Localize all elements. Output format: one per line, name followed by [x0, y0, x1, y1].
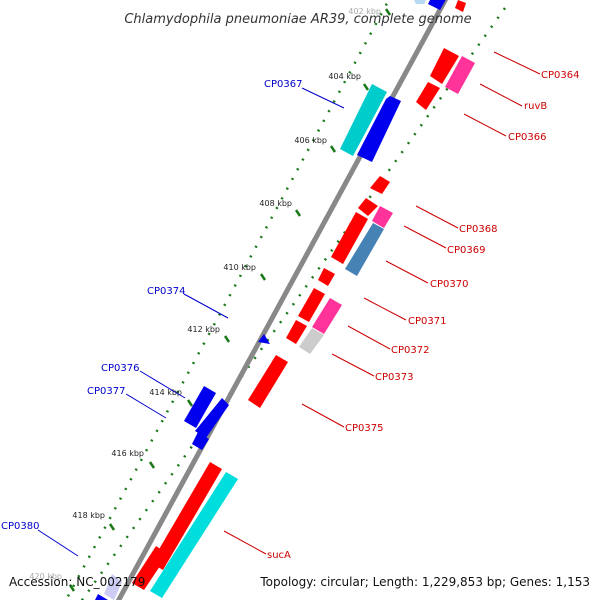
inner-strand-genes: [132, 0, 475, 598]
tick-label: 412 kbp: [187, 325, 220, 334]
gene-feature-cp0369[interactable]: [372, 206, 393, 228]
gene-feature[interactable]: [192, 432, 209, 450]
tick-mark: [68, 584, 76, 592]
gene-feature[interactable]: [430, 48, 459, 84]
gene-label-cp0376[interactable]: CP0376: [101, 363, 139, 374]
gene-feature[interactable]: [370, 176, 390, 194]
outer-strand-genes: [92, 0, 448, 600]
tick-mark: [294, 209, 302, 217]
genome-summary-text: Topology: circular; Length: 1,229,853 bp…: [259, 575, 590, 589]
connector-cp0369: [403, 225, 447, 249]
gene-feature-cp0367[interactable]: [340, 84, 387, 156]
gene-label-cp0369[interactable]: CP0369: [447, 245, 485, 256]
connector-cp0376: [139, 370, 186, 399]
tick-label: 408 kbp: [259, 199, 292, 208]
label-connectors: [37, 51, 541, 557]
gene-label-cp0364[interactable]: CP0364: [541, 70, 579, 81]
gene-feature-cp0364[interactable]: [455, 0, 466, 12]
gene-feature[interactable]: [151, 462, 222, 570]
gene-label-cp0368[interactable]: CP0368: [459, 224, 497, 235]
gene-label-cp0370[interactable]: CP0370: [430, 279, 468, 290]
gene-feature-cp0366[interactable]: [416, 82, 440, 110]
outer-dotted-ring: [80, 7, 507, 600]
tick-label: 404 kbp: [328, 72, 361, 81]
connector-cp0380: [37, 529, 79, 557]
gene-feature-cp0372[interactable]: [312, 298, 342, 334]
connector-suca: [223, 530, 267, 555]
connector-cp0367: [301, 87, 345, 109]
gene-label-cp0377[interactable]: CP0377: [87, 386, 125, 397]
gene-label-cp0367[interactable]: CP0367: [264, 79, 302, 90]
gene-label-ruvb[interactable]: ruvB: [524, 101, 547, 112]
gene-label-cp0372[interactable]: CP0372: [391, 345, 429, 356]
tick-mark: [186, 399, 194, 407]
tick-label: 418 kbp: [72, 511, 105, 520]
gene-label-cp0371[interactable]: CP0371: [408, 316, 446, 327]
tick-group: 402 kbp 404 kbp 406 kbp 408 kbp 410 kbp 412 k…: [29, 7, 392, 592]
gene-feature[interactable]: [318, 268, 335, 286]
tick-mark: [384, 8, 392, 16]
genome-backbone: [115, 0, 449, 600]
accession-text: Accession: NC_002179: [9, 575, 145, 589]
gene-feature[interactable]: [357, 96, 401, 162]
tick-mark: [223, 335, 231, 343]
connector-cp0371: [363, 297, 407, 321]
gene-feature-cp0368[interactable]: [358, 198, 378, 216]
connector-cp0372: [347, 325, 391, 350]
gene-feature-cp0373[interactable]: [299, 328, 324, 354]
connector-cp0374: [183, 293, 229, 319]
tick-label: 416 kbp: [111, 449, 144, 458]
connector-cp0370: [385, 260, 429, 284]
genome-title: Chlamydophila pneumoniae AR39, complete …: [124, 12, 471, 27]
right-labels: CP0364 ruvB CP0366 CP0368 CP0369 CP0370 …: [267, 70, 579, 561]
gene-feature-cp0376[interactable]: [184, 386, 216, 428]
tick-mark: [108, 523, 116, 531]
gene-label-cp0375[interactable]: CP0375: [345, 423, 383, 434]
tick-mark: [148, 461, 156, 469]
tick-label: 410 kbp: [223, 263, 256, 272]
inner-dotted-ring: [64, 0, 391, 600]
connector-cp0377: [125, 393, 167, 419]
gene-feature[interactable]: [331, 212, 368, 264]
left-labels: CP0367 CP0374 CP0376 CP0377 CP0380: [1, 79, 302, 532]
connector-cp0364: [493, 51, 541, 75]
tick-label: 406 kbp: [294, 136, 327, 145]
gene-feature[interactable]: [258, 334, 270, 344]
tick-mark: [259, 273, 267, 281]
gene-feature-suca[interactable]: [150, 472, 238, 598]
tick-label: 402 kbp: [348, 7, 381, 16]
tick-mark: [329, 145, 337, 153]
gene-feature-cp0371[interactable]: [298, 288, 325, 322]
tick-label: 414 kbp: [149, 388, 182, 397]
gene-feature-ruvb[interactable]: [445, 56, 475, 94]
tick-mark: [362, 83, 370, 91]
gene-label-cp0366[interactable]: CP0366: [508, 132, 546, 143]
tick-label: 420 kbp: [29, 572, 62, 581]
gene-feature[interactable]: [104, 574, 122, 600]
gene-label-suca[interactable]: sucA: [267, 550, 291, 561]
gene-feature[interactable]: [428, 0, 448, 10]
connector-cp0373: [331, 353, 375, 377]
gene-label-cp0380[interactable]: CP0380: [1, 521, 39, 532]
gene-feature[interactable]: [286, 320, 307, 344]
gene-label-cp0373[interactable]: CP0373: [375, 372, 413, 383]
gene-feature-cp0377[interactable]: [195, 398, 229, 438]
gene-feature-cp0370[interactable]: [345, 223, 384, 276]
gene-feature[interactable]: [412, 0, 428, 4]
connector-ruvb: [479, 83, 523, 107]
gene-feature[interactable]: [132, 546, 168, 590]
gene-feature-cp0375[interactable]: [248, 355, 288, 408]
gene-feature[interactable]: [92, 594, 108, 600]
connector-cp0366: [463, 113, 507, 137]
connector-cp0368: [415, 205, 459, 229]
gene-label-cp0374[interactable]: CP0374: [147, 286, 185, 297]
connector-cp0375: [301, 403, 345, 428]
